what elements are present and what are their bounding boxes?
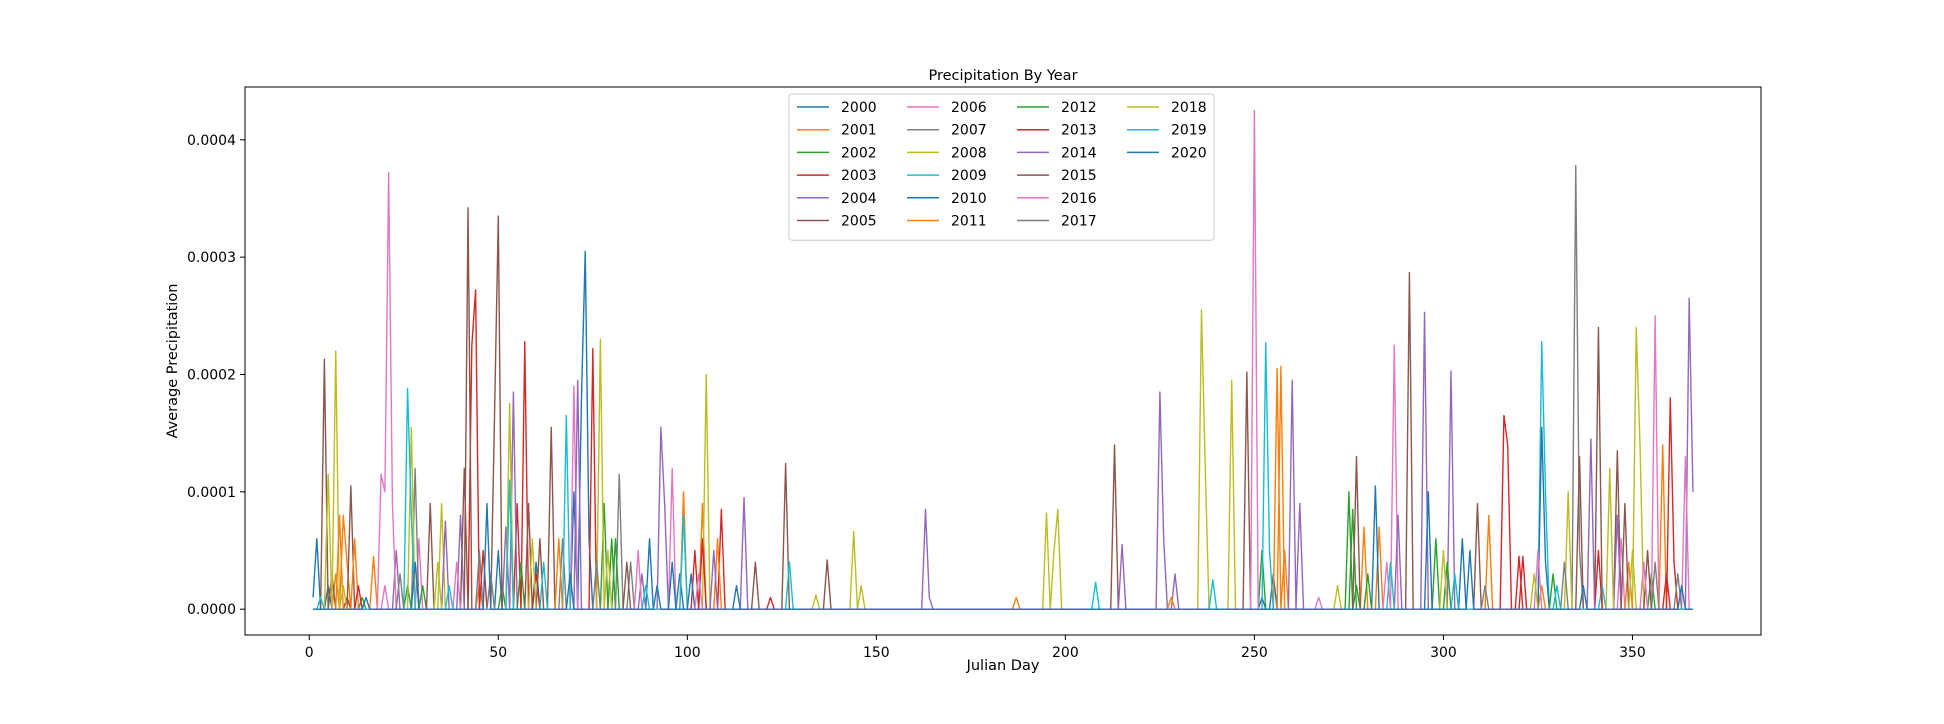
legend-item-2014: 2014 <box>1017 145 1097 161</box>
legend-label: 2000 <box>841 100 877 116</box>
legend-item-2017: 2017 <box>1017 214 1097 230</box>
legend-item-2003: 2003 <box>797 168 877 184</box>
legend-item-2015: 2015 <box>1017 168 1097 184</box>
chart-title: Precipitation By Year <box>928 68 1077 84</box>
chart-legend: 2000 2001 2002 2003 2004 2005 2006 2007 2008 2009… <box>788 93 1215 241</box>
legend-item-2020: 2020 <box>1127 145 1207 161</box>
x-tick-label: 50 <box>489 645 507 661</box>
legend-label: 2005 <box>841 214 877 230</box>
x-tick-label: 200 <box>1052 645 1079 661</box>
legend-item-2008: 2008 <box>907 145 987 161</box>
legend-item-2011: 2011 <box>907 214 987 230</box>
legend-label: 2007 <box>951 123 987 139</box>
legend-item-2001: 2001 <box>797 123 877 139</box>
legend-label: 2002 <box>841 145 877 161</box>
legend-label: 2014 <box>1061 145 1097 161</box>
legend-item-2000: 2000 <box>797 100 877 116</box>
y-tick-label: 0.0002 <box>187 367 236 383</box>
legend-label: 2016 <box>1061 191 1097 207</box>
legend-label: 2017 <box>1061 214 1097 230</box>
x-tick-label: 350 <box>1619 645 1646 661</box>
legend-item-2012: 2012 <box>1017 100 1097 116</box>
legend-label: 2001 <box>841 123 877 139</box>
x-tick-label: 150 <box>863 645 890 661</box>
x-tick-label: 0 <box>305 645 314 661</box>
legend-label: 2019 <box>1171 123 1207 139</box>
y-axis-label: Average Precipitation <box>165 284 181 439</box>
legend-label: 2003 <box>841 168 877 184</box>
legend-item-2019: 2019 <box>1127 123 1207 139</box>
legend-item-2004: 2004 <box>797 191 877 207</box>
legend-item-2002: 2002 <box>797 145 877 161</box>
y-tick-label: 0.0000 <box>187 602 236 618</box>
legend-item-2016: 2016 <box>1017 191 1097 207</box>
legend-item-2006: 2006 <box>907 100 987 116</box>
legend-item-2018: 2018 <box>1127 100 1207 116</box>
legend-item-2010: 2010 <box>907 191 987 207</box>
legend-label: 2013 <box>1061 123 1097 139</box>
legend-label: 2010 <box>951 191 987 207</box>
y-tick-label: 0.0003 <box>187 250 236 266</box>
y-tick-label: 0.0004 <box>187 133 236 149</box>
legend-item-2005: 2005 <box>797 214 877 230</box>
legend-label: 2012 <box>1061 100 1097 116</box>
x-tick-label: 300 <box>1430 645 1457 661</box>
y-tick-label: 0.0001 <box>187 485 236 501</box>
x-axis-label: Julian Day <box>966 658 1040 674</box>
legend-label: 2009 <box>951 168 987 184</box>
legend-label: 2008 <box>951 145 987 161</box>
legend-label: 2004 <box>841 191 877 207</box>
legend-label: 2011 <box>951 214 987 230</box>
legend-box <box>788 93 1215 241</box>
legend-label: 2015 <box>1061 168 1097 184</box>
axis-ticks: 0 50 100 150 200 250 300 350 0.0000 0.0001 0.0002 0… <box>187 133 1646 661</box>
x-tick-label: 100 <box>674 645 701 661</box>
legend-label: 2006 <box>951 100 987 116</box>
legend-label: 2020 <box>1171 145 1207 161</box>
legend-label: 2018 <box>1171 100 1207 116</box>
legend-item-2013: 2013 <box>1017 123 1097 139</box>
x-tick-label: 250 <box>1241 645 1268 661</box>
series-lines <box>312 109 1694 610</box>
legend-item-2009: 2009 <box>907 168 987 184</box>
legend-item-2007: 2007 <box>907 123 987 139</box>
series-line-2020 <box>313 502 1693 610</box>
plot-area-frame <box>244 86 1762 636</box>
